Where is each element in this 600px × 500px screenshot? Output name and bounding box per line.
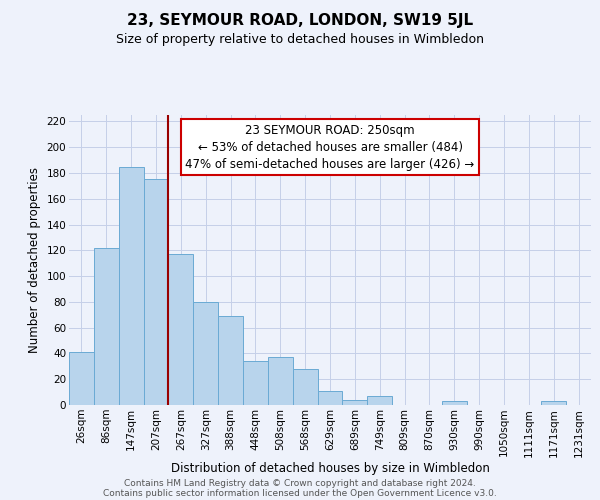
- Bar: [193, 302, 218, 405]
- Bar: [119, 166, 143, 405]
- Bar: [268, 358, 293, 405]
- Text: 23, SEYMOUR ROAD, LONDON, SW19 5JL: 23, SEYMOUR ROAD, LONDON, SW19 5JL: [127, 12, 473, 28]
- Bar: [317, 391, 343, 405]
- Bar: [541, 401, 566, 405]
- Bar: [343, 400, 367, 405]
- Text: Size of property relative to detached houses in Wimbledon: Size of property relative to detached ho…: [116, 32, 484, 46]
- Bar: [243, 361, 268, 405]
- Bar: [69, 352, 94, 405]
- Text: Contains public sector information licensed under the Open Government Licence v3: Contains public sector information licen…: [103, 488, 497, 498]
- Bar: [367, 396, 392, 405]
- Bar: [143, 180, 169, 405]
- Text: 23 SEYMOUR ROAD: 250sqm
← 53% of detached houses are smaller (484)
47% of semi-d: 23 SEYMOUR ROAD: 250sqm ← 53% of detache…: [185, 124, 475, 170]
- Bar: [218, 316, 243, 405]
- Bar: [442, 401, 467, 405]
- Y-axis label: Number of detached properties: Number of detached properties: [28, 167, 41, 353]
- Bar: [94, 248, 119, 405]
- Text: Contains HM Land Registry data © Crown copyright and database right 2024.: Contains HM Land Registry data © Crown c…: [124, 478, 476, 488]
- Bar: [293, 369, 317, 405]
- X-axis label: Distribution of detached houses by size in Wimbledon: Distribution of detached houses by size …: [170, 462, 490, 475]
- Bar: [169, 254, 193, 405]
